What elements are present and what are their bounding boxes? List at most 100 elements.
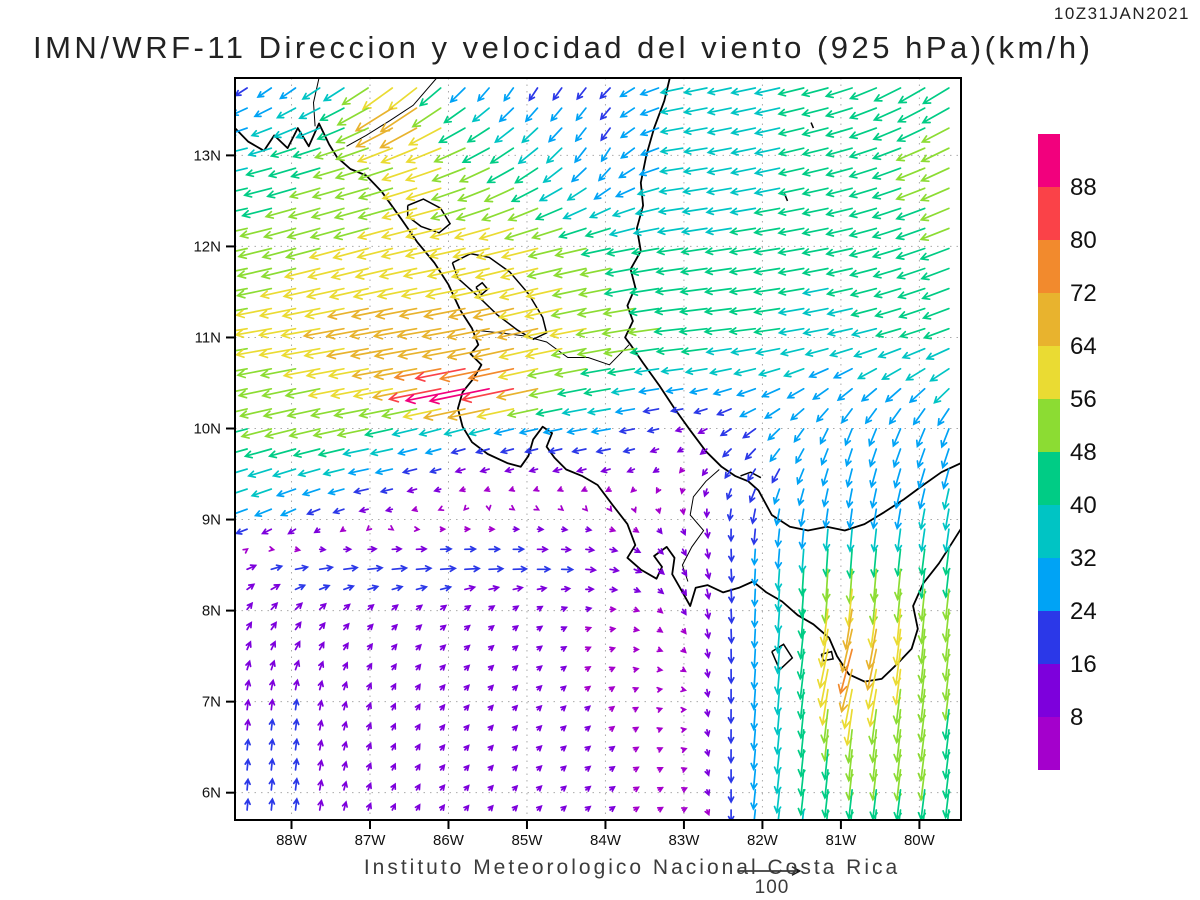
wind-arrow (619, 127, 636, 139)
wind-arrow (463, 504, 470, 512)
wind-arrow (423, 307, 466, 320)
wind-arrow (870, 528, 879, 553)
wind-arrow (421, 327, 466, 340)
wind-arrow (753, 87, 781, 97)
wind-arrow (391, 545, 403, 553)
wind-arrow (334, 167, 369, 181)
wind-arrow (415, 663, 422, 671)
wind-arrow (239, 227, 273, 239)
wind-arrow (680, 247, 708, 256)
colorbar: 88 80 72 64 56 48 40 32 24 16 8 (1038, 134, 1097, 770)
wind-arrow (536, 585, 548, 592)
wind-arrow (313, 527, 321, 534)
wind-arrow (498, 347, 539, 361)
wind-arrow (341, 760, 348, 771)
wind-arrow (245, 640, 252, 651)
wind-arrow (751, 568, 759, 587)
wind-arrow (341, 780, 348, 791)
coastline (624, 78, 961, 532)
wind-arrow (602, 347, 636, 357)
wind-arrow (560, 785, 568, 792)
colorbar-tick-label: 8 (1070, 704, 1083, 731)
wind-arrow (309, 227, 345, 240)
wind-arrow (748, 488, 757, 504)
wind-arrow (384, 506, 394, 513)
wind-arrow (294, 602, 304, 611)
wind-arrow (334, 187, 369, 201)
wind-arrow (439, 545, 453, 553)
wind-arrow (918, 508, 926, 531)
wind-arrow (292, 777, 300, 791)
wind-arrow (438, 803, 446, 812)
wind-arrow (414, 783, 421, 791)
wind-arrow (235, 207, 248, 213)
wind-arrow (439, 783, 446, 791)
wind-arrow (287, 207, 321, 220)
wind-arrow (560, 705, 567, 712)
wind-arrow (439, 703, 446, 711)
wind-arrow (657, 587, 665, 595)
wind-arrow (415, 565, 433, 573)
wind-arrow (270, 564, 284, 571)
wind-arrow (570, 167, 587, 183)
wind-arrow (665, 386, 684, 395)
wind-arrow (415, 643, 422, 651)
wind-arrow (705, 347, 732, 356)
wind-arrow (305, 287, 345, 300)
wind-arrow (679, 267, 708, 276)
wind-arrow (406, 486, 418, 494)
wind-arrow (524, 347, 563, 360)
wind-arrow (418, 87, 442, 107)
wind-arrow (730, 347, 757, 356)
wind-arrow (424, 448, 442, 456)
wind-arrow (633, 547, 642, 554)
wind-arrow (750, 728, 758, 752)
wind-arrow (632, 686, 640, 693)
reference-vector-label: 100 (754, 877, 790, 898)
wind-arrow (397, 448, 418, 456)
wind-arrow (343, 603, 351, 611)
wind-arrow (463, 784, 470, 792)
wind-arrow (279, 508, 297, 517)
wind-arrow (317, 778, 324, 791)
wind-arrow (727, 748, 735, 765)
wind-arrow (341, 800, 348, 811)
wind-arrow (680, 727, 688, 733)
wind-arrow (350, 307, 394, 320)
wind-arrow (421, 347, 466, 360)
wind-arrow (536, 546, 549, 553)
wind-arrow (411, 107, 442, 128)
wind-arrow (268, 718, 276, 731)
wind-arrow (735, 387, 757, 397)
wind-arrow (402, 267, 442, 280)
wind-arrow (919, 227, 950, 242)
wind-arrow (560, 805, 568, 812)
wind-arrow (390, 782, 397, 791)
wind-arrow (632, 706, 640, 713)
wind-arrow (235, 147, 248, 153)
wind-arrow (801, 107, 829, 118)
wind-arrow (680, 706, 688, 713)
wind-arrow (680, 686, 688, 693)
wind-arrow (724, 468, 732, 480)
wind-arrow (656, 646, 664, 653)
wind-arrow (608, 725, 616, 732)
wind-arrow (678, 327, 708, 336)
wind-arrow (622, 447, 636, 454)
wind-arrow (584, 626, 593, 633)
wind-arrow (773, 789, 782, 815)
wind-arrow (257, 327, 297, 339)
wind-arrow (609, 546, 619, 553)
wind-arrow (341, 87, 369, 106)
wind-arrow (822, 528, 831, 552)
wind-arrow (398, 307, 442, 320)
wind-arrow (343, 546, 353, 553)
wind-arrow (507, 207, 539, 222)
wind-arrow (856, 367, 878, 380)
wind-arrow (920, 127, 950, 143)
wind-arrow (463, 664, 471, 672)
wind-arrow (655, 507, 662, 515)
wind-arrow (429, 207, 466, 221)
island-outline (810, 122, 815, 129)
